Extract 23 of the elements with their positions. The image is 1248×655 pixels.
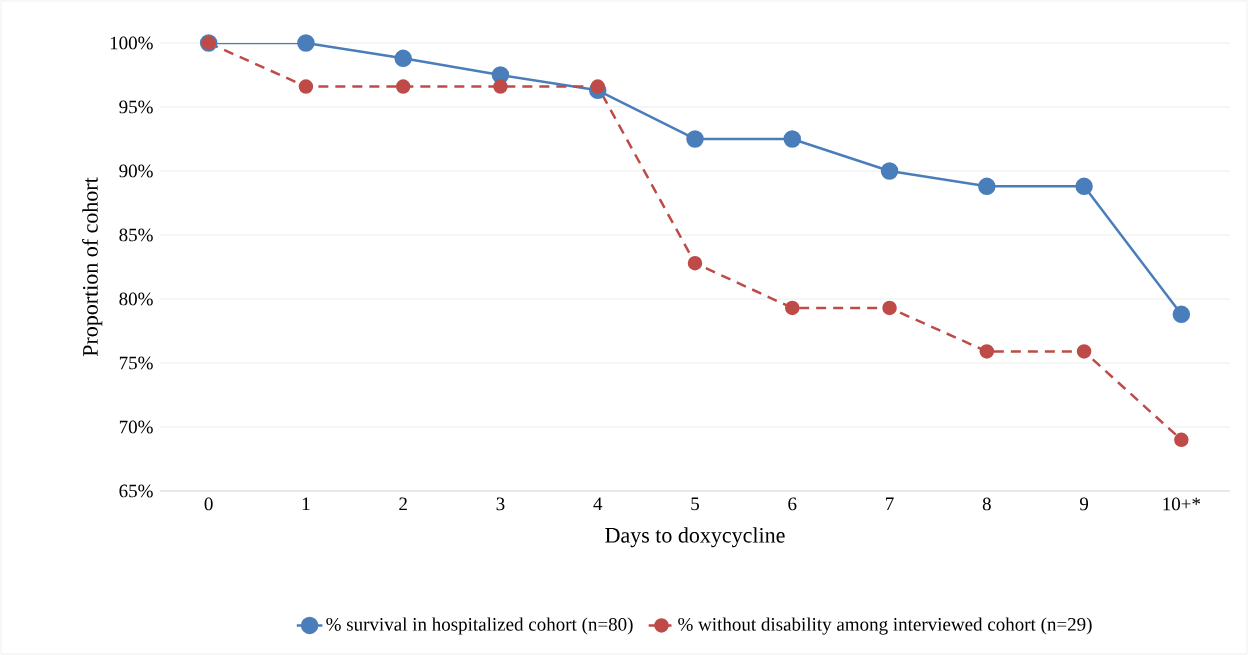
x-tick-label: 5 [691,497,699,511]
y-tick-label: 100% [110,36,153,50]
x-tick-label: 8 [982,497,991,511]
x-tick-label: 1 [302,497,310,511]
y-tick-label: 85% [119,228,153,242]
y-tick-label: 80% [119,292,153,306]
x-tick-label: 6 [788,497,797,511]
x-tick-label: 0 [204,497,213,511]
y-tick-label: 90% [119,164,153,178]
legend-label: % survival in hospitalized cohort (n=80) [326,617,633,635]
x-tick-label: 4 [593,497,603,511]
y-tick-label: 65% [119,484,153,498]
y-tick-label: 75% [119,356,153,370]
x-axis-title: Days to doxycycline [605,527,785,548]
y-tick-label: 95% [119,100,153,114]
legend-label: % without disability among interviewed cohort (n=29) [678,617,1092,635]
x-tick-label: 2 [399,497,407,511]
x-tick-label: 10+* [1163,497,1201,511]
y-tick-label: 70% [119,420,153,434]
x-tick-label: 3 [496,497,505,511]
x-tick-label: 9 [1079,497,1089,511]
x-tick-label: 7 [886,497,894,510]
y-axis-title: Proportion of cohort [82,177,103,357]
